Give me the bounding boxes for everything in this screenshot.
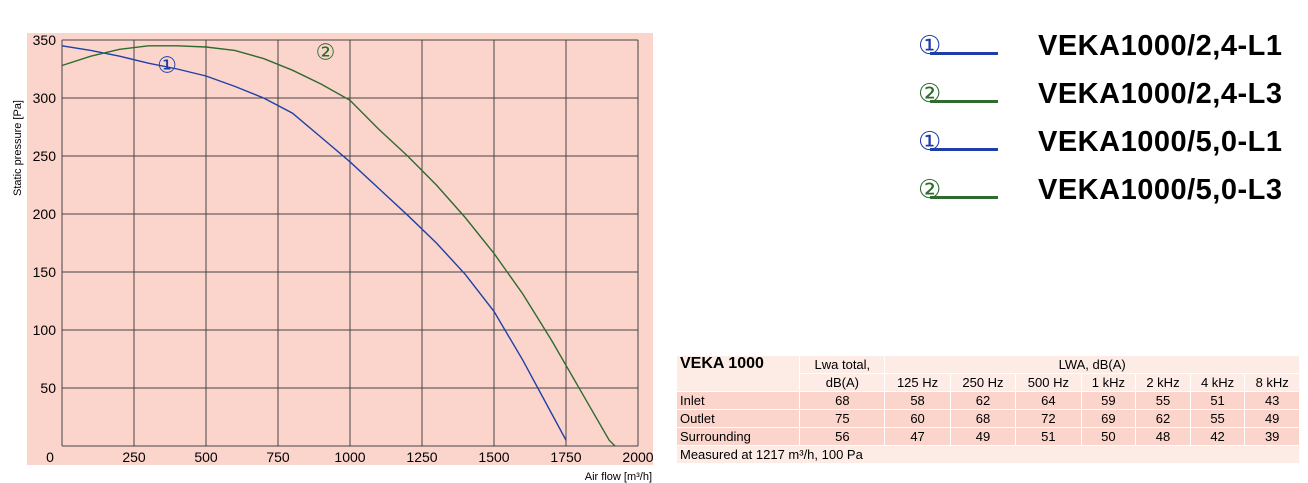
fan-curve-chart: 50 100 150 200 250 300 350 0 250 500 750 1000 1250 1…	[12, 32, 654, 483]
cell: 49	[949, 427, 1017, 446]
x-tick-label: 1250	[406, 449, 437, 465]
legend-label: VEKA1000/2,4-L3	[1038, 78, 1283, 110]
legend-item: ② VEKA1000/5,0-L3	[918, 174, 1308, 222]
freq-header: 500 Hz	[1015, 373, 1082, 392]
y-tick-label: 50	[40, 380, 56, 396]
cell: 39	[1244, 427, 1300, 446]
legend-line	[930, 196, 998, 199]
y-tick-label: 350	[33, 32, 57, 48]
table-row: Surrounding 56 47 49 51 50 48 42 39	[675, 427, 1300, 446]
legend-symbol: ②	[918, 79, 942, 109]
cell: 50	[1080, 427, 1137, 446]
cell: 69	[1080, 409, 1137, 428]
cell: 47	[884, 427, 951, 446]
x-tick-label: 500	[194, 449, 218, 465]
x-tick-label: 750	[266, 449, 290, 465]
row-label: Surrounding	[675, 427, 801, 446]
freq-header: 1 kHz	[1080, 373, 1137, 392]
legend-symbol: ②	[918, 175, 942, 205]
y-tick-labels: 50 100 150 200 250 300 350	[33, 32, 57, 396]
cell: 62	[949, 391, 1017, 410]
freq-header: 125 Hz	[884, 373, 951, 392]
grid	[61, 39, 639, 447]
freq-header: 4 kHz	[1189, 373, 1246, 392]
sound-data-table: VEKA 1000 Lwa total, LWA, dB(A) dB(A) 12…	[675, 355, 1300, 464]
table-row: Outlet 75 60 68 72 69 62 55 49	[675, 409, 1300, 428]
legend-label: VEKA1000/5,0-L3	[1038, 174, 1283, 206]
cell: 68	[949, 409, 1017, 428]
x-tick-label: 1750	[550, 449, 581, 465]
legend-line	[930, 52, 998, 55]
y-axis-label: Static pressure [Pa]	[12, 100, 24, 196]
cell: 49	[1244, 409, 1300, 428]
legend-item: ① VEKA1000/2,4-L1	[918, 30, 1308, 78]
cell: 62	[1135, 409, 1191, 428]
legend-label: VEKA1000/2,4-L1	[1038, 30, 1283, 62]
cell: 59	[1080, 391, 1137, 410]
cell: 43	[1244, 391, 1300, 410]
freq-header: 8 kHz	[1244, 373, 1300, 392]
freq-header: 2 kHz	[1135, 373, 1191, 392]
row-total: 56	[799, 427, 886, 446]
curve-annotation: ②	[316, 41, 336, 66]
y-tick-label: 300	[33, 90, 57, 106]
row-label: Outlet	[675, 409, 801, 428]
chart-background	[27, 33, 653, 465]
table-row: Inlet 68 58 62 64 59 55 51 43	[675, 391, 1300, 410]
x-tick-labels: 0 250 500 750 1000 1250 1500 1750 2000	[46, 449, 654, 465]
row-total: 75	[799, 409, 886, 428]
legend-label: VEKA1000/5,0-L1	[1038, 126, 1283, 158]
series-lines	[61, 45, 616, 447]
legend-line	[930, 148, 998, 151]
total-unit: dB(A)	[799, 373, 886, 392]
series-line	[61, 45, 616, 447]
y-tick-label: 100	[33, 322, 57, 338]
table-title: VEKA 1000	[675, 355, 801, 392]
cell: 58	[884, 391, 951, 410]
x-tick-label: 1500	[478, 449, 509, 465]
legend-symbol: ①	[918, 127, 942, 157]
cell: 64	[1015, 391, 1082, 410]
legend-item: ① VEKA1000/5,0-L1	[918, 126, 1308, 174]
cell: 48	[1135, 427, 1191, 446]
x-tick-label: 0	[46, 449, 54, 465]
x-tick-label: 2000	[622, 449, 653, 465]
freq-header: 250 Hz	[949, 373, 1017, 392]
total-header: Lwa total,	[799, 355, 886, 374]
y-tick-label: 250	[33, 148, 57, 164]
y-tick-label: 150	[33, 264, 57, 280]
table-footer: Measured at 1217 m³/h, 100 Pa	[676, 445, 1300, 464]
cell: 51	[1189, 391, 1246, 410]
legend-item: ② VEKA1000/2,4-L3	[918, 78, 1308, 126]
x-tick-label: 250	[122, 449, 146, 465]
legend-symbol: ①	[918, 31, 942, 61]
y-tick-label: 200	[33, 206, 57, 222]
x-tick-label: 1000	[334, 449, 365, 465]
cell: 72	[1015, 409, 1082, 428]
x-axis-label: Air flow [m³/h]	[585, 471, 652, 483]
legend-line	[930, 100, 998, 103]
legend: ① VEKA1000/2,4-L1 ② VEKA1000/2,4-L3 ① VE…	[918, 30, 1308, 222]
cell: 51	[1015, 427, 1082, 446]
row-total: 68	[799, 391, 886, 410]
cell: 55	[1189, 409, 1246, 428]
lwa-header: LWA, dB(A)	[884, 355, 1300, 374]
cell: 55	[1135, 391, 1191, 410]
series-line	[61, 45, 567, 441]
row-label: Inlet	[675, 391, 801, 410]
curve-annotations: ①②	[157, 41, 335, 79]
cell: 60	[884, 409, 951, 428]
curve-annotation: ①	[157, 53, 177, 78]
cell: 42	[1189, 427, 1246, 446]
